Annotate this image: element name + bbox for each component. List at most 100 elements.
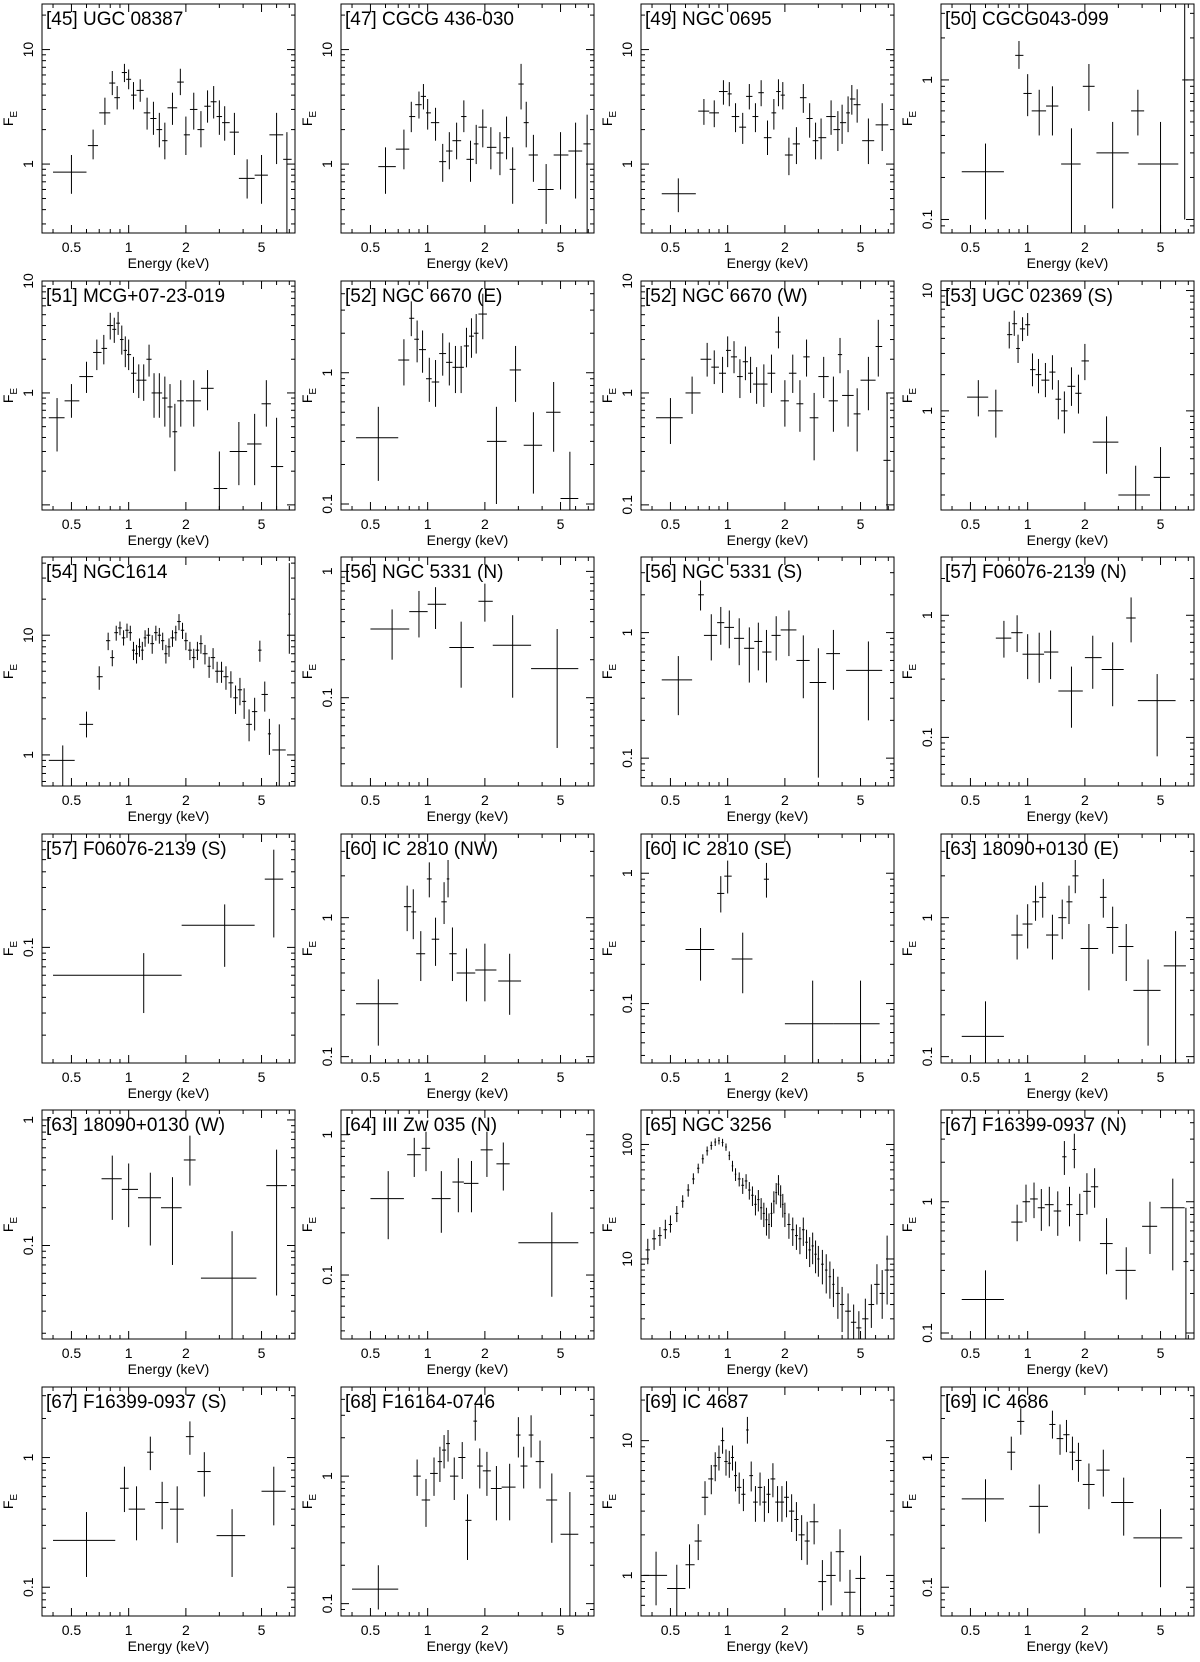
- data-point: [143, 97, 151, 130]
- x-tick-label: 2: [481, 1069, 489, 1085]
- data-point: [1131, 89, 1145, 136]
- y-axis-label: FE: [599, 111, 619, 127]
- x-tick-label: 0.5: [62, 792, 82, 808]
- data-point: [177, 614, 181, 631]
- data-point: [809, 1503, 819, 1545]
- data-point: [853, 89, 861, 123]
- data-point: [828, 1261, 832, 1299]
- data-point: [808, 1237, 811, 1268]
- y-tick-label: 10: [319, 42, 335, 58]
- x-axis-label: Energy (keV): [1027, 808, 1109, 824]
- data-point: [216, 100, 223, 135]
- data-point: [645, 1238, 650, 1265]
- data-point: [826, 1551, 836, 1606]
- data-point: [995, 620, 1012, 658]
- x-tick-label: 2: [781, 1069, 789, 1085]
- data-point: [884, 1235, 890, 1305]
- x-axis-label: Energy (keV): [1027, 1361, 1109, 1377]
- data-point: [661, 178, 696, 213]
- panel-title: [60] IC 2810 (NW): [345, 839, 498, 860]
- panel-1: 0.5 1 2 5 1 10 Energy (keV) FE [47] CGCG 436-030: [299, 3, 595, 271]
- plot-frame: [340, 3, 595, 234]
- data-point: [753, 367, 761, 404]
- data-point: [1066, 885, 1073, 925]
- data-point: [780, 380, 789, 427]
- data-point: [101, 1155, 122, 1220]
- panel-title: [52] NGC 6670 (W): [645, 286, 808, 307]
- y-tick-label: 0.1: [919, 210, 935, 230]
- data-point: [1075, 374, 1082, 414]
- x-axis-label: Energy (keV): [427, 532, 509, 548]
- y-tick-label: 1: [20, 1116, 36, 1124]
- data-point: [266, 1149, 287, 1296]
- data-point: [537, 164, 554, 224]
- data-point: [717, 1445, 721, 1471]
- data-point: [161, 632, 165, 651]
- y-axis-label: FE: [0, 664, 20, 680]
- data-point: [766, 1478, 771, 1514]
- data-point: [1082, 1463, 1095, 1510]
- data-point: [407, 1137, 421, 1177]
- x-tick-label: 2: [1081, 1345, 1089, 1361]
- x-axis-label: Energy (keV): [727, 1638, 809, 1654]
- data-point: [812, 122, 819, 160]
- x-axis-label: Energy (keV): [128, 1638, 210, 1654]
- data-point: [48, 745, 75, 786]
- data-point: [1067, 367, 1076, 406]
- panel-title: [56] NGC 5331 (N): [345, 562, 503, 583]
- data-point: [818, 1560, 827, 1611]
- data-point: [469, 318, 474, 358]
- panel-22: 0.5 1 2 5 1 10 Energy (keV) FE [69] IC 4687: [599, 1386, 895, 1654]
- y-tick-label: 10: [619, 1251, 635, 1267]
- data-point: [478, 109, 487, 148]
- data-point: [788, 1494, 795, 1532]
- y-tick-label: 10: [619, 42, 635, 58]
- x-tick-label: 1: [1024, 239, 1032, 255]
- data-point: [1022, 904, 1033, 949]
- data-point: [449, 621, 474, 688]
- data-point: [251, 697, 258, 731]
- data-point: [228, 671, 234, 698]
- data-point: [242, 688, 247, 719]
- data-point: [748, 356, 754, 393]
- x-tick-label: 2: [481, 1622, 489, 1638]
- data-point: [844, 1569, 856, 1616]
- data-point: [840, 1286, 845, 1333]
- data-point: [154, 625, 158, 641]
- data-point: [189, 92, 198, 130]
- x-tick-label: 1: [125, 1069, 133, 1085]
- data-point: [784, 980, 834, 1063]
- data-point: [437, 1446, 443, 1482]
- data-point: [760, 364, 768, 407]
- data-point: [710, 1141, 713, 1150]
- data-point: [398, 339, 410, 386]
- plot-frame: [41, 1109, 296, 1340]
- data-point: [155, 1481, 169, 1530]
- data-point: [1115, 1247, 1136, 1300]
- x-tick-label: 0.5: [661, 516, 681, 532]
- data-point: [261, 681, 268, 712]
- data-point: [698, 99, 710, 125]
- panel-title: [52] NGC 6670 (E): [345, 286, 502, 307]
- data-point: [151, 373, 157, 418]
- y-tick-label: 0.1: [919, 1577, 935, 1597]
- y-tick-label: 0.1: [20, 1236, 36, 1256]
- data-point: [961, 1001, 1004, 1063]
- data-point: [1025, 313, 1031, 336]
- plot-frame: [41, 3, 296, 234]
- data-point: [535, 1440, 545, 1489]
- y-tick-label: 1: [919, 1198, 935, 1206]
- data-point: [131, 641, 136, 661]
- data-point: [868, 1284, 875, 1328]
- plot-frame: [940, 556, 1195, 787]
- data-point: [661, 656, 693, 716]
- data-point: [1030, 353, 1036, 387]
- y-axis-label: FE: [899, 1494, 919, 1510]
- data-point: [1046, 86, 1059, 136]
- data-point: [1083, 1173, 1091, 1215]
- data-point: [411, 889, 417, 940]
